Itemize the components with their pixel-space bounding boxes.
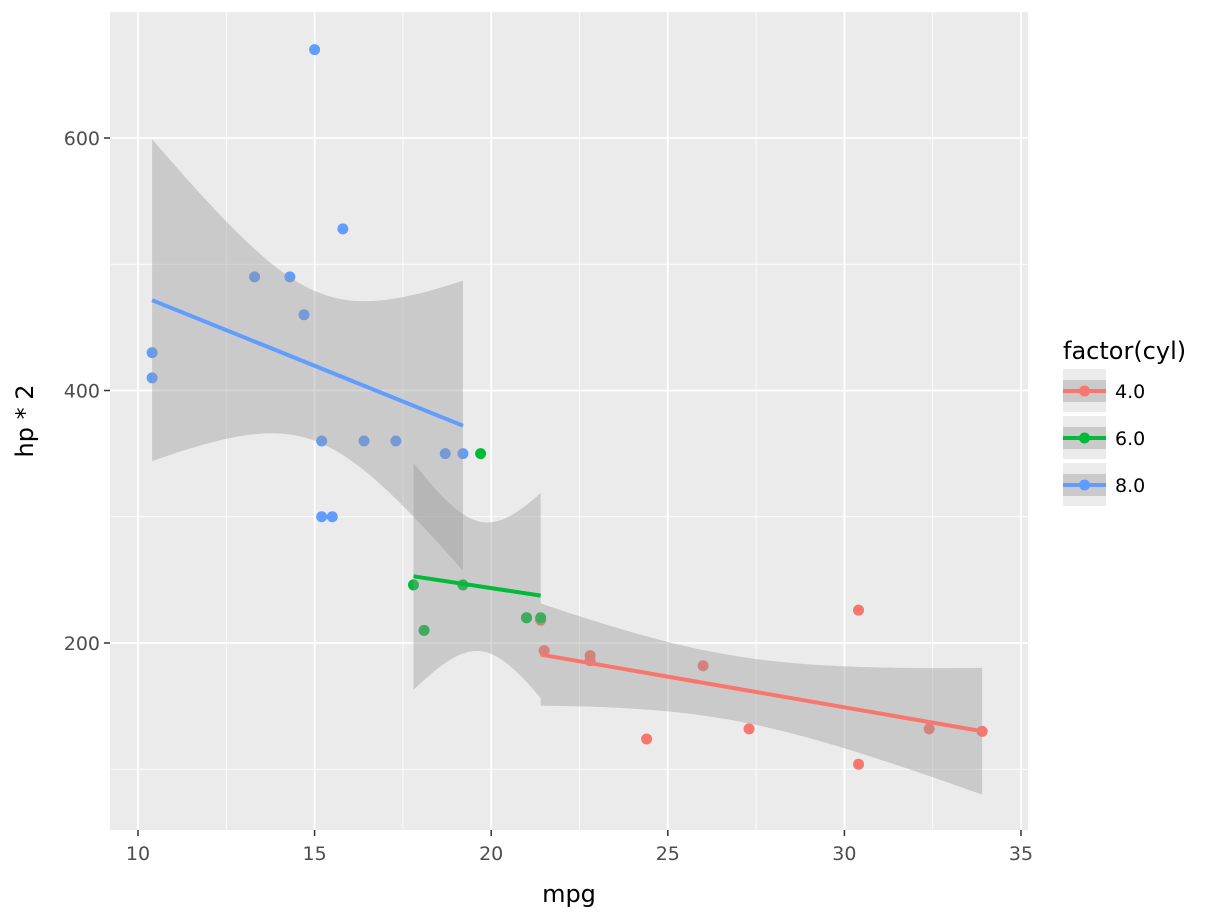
regression-fits xyxy=(151,139,983,795)
data-point xyxy=(475,448,487,460)
y-tick-label: 400 xyxy=(64,381,100,403)
legend-title: factor(cyl) xyxy=(1063,337,1186,365)
plot-panel xyxy=(110,12,1028,830)
y-axis-title: hp * 2 xyxy=(11,385,39,458)
data-point xyxy=(298,309,310,321)
data-point xyxy=(316,435,328,447)
confidence-band-6.0 xyxy=(413,462,541,699)
data-point xyxy=(521,612,533,624)
confidence-band-8.0 xyxy=(152,139,463,571)
data-point xyxy=(697,660,709,672)
confidence-band-4.0 xyxy=(540,603,983,795)
legend: factor(cyl) 4.0 6.0 8.0 xyxy=(1063,337,1186,506)
data-point xyxy=(284,271,296,283)
fit-line-4.0 xyxy=(540,652,983,734)
data-point xyxy=(457,448,469,460)
x-axis-title: mpg xyxy=(542,880,596,908)
data-point xyxy=(407,579,419,591)
data-point xyxy=(976,725,988,737)
gridlines xyxy=(110,11,1028,830)
x-tick-label: 15 xyxy=(303,843,327,865)
data-point xyxy=(146,372,158,384)
data-point xyxy=(326,511,338,523)
data-point xyxy=(358,435,370,447)
legend-key-point xyxy=(1079,432,1090,444)
data-point xyxy=(853,604,865,616)
legend-key-point xyxy=(1079,385,1090,397)
x-tick-label: 10 xyxy=(126,843,150,865)
data-point xyxy=(923,723,935,735)
legend-label: 6.0 xyxy=(1115,428,1145,450)
data-point xyxy=(316,511,328,523)
data-point xyxy=(439,448,451,460)
data-point xyxy=(584,650,596,662)
x-tick-label: 20 xyxy=(479,843,503,865)
legend-label: 4.0 xyxy=(1115,381,1145,403)
data-point xyxy=(337,223,349,235)
fit-line-8.0 xyxy=(151,298,464,428)
data-points xyxy=(146,44,988,770)
y-tick-label: 200 xyxy=(64,633,100,655)
data-point xyxy=(309,44,321,56)
fit-line-6.0 xyxy=(413,574,541,598)
data-point xyxy=(853,758,865,770)
legend-key-point xyxy=(1079,479,1090,491)
x-tick-label: 25 xyxy=(656,843,680,865)
data-point xyxy=(249,271,261,283)
data-point xyxy=(418,624,430,636)
y-tick-label: 600 xyxy=(64,128,100,150)
data-point xyxy=(535,612,547,624)
axes: 10 15 20 25 30 35 200 400 600 xyxy=(64,128,1033,865)
legend-label: 8.0 xyxy=(1115,475,1145,497)
data-point xyxy=(390,435,402,447)
data-point xyxy=(146,347,158,359)
data-point xyxy=(743,723,755,735)
data-point xyxy=(641,733,653,745)
x-tick-label: 35 xyxy=(1009,843,1033,865)
x-tick-label: 30 xyxy=(832,843,856,865)
